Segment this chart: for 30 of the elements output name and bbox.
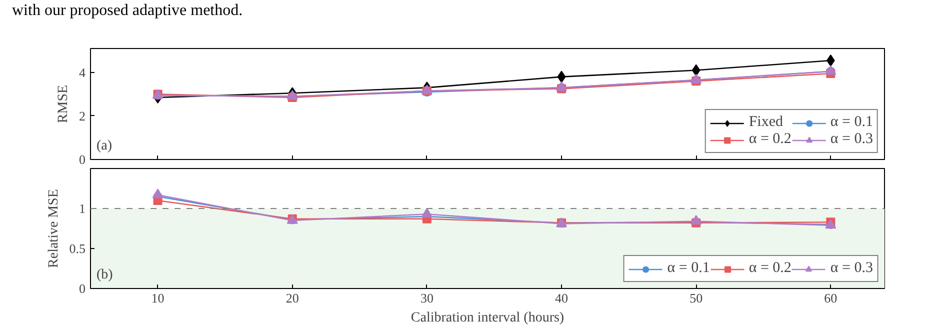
- legend-label: α = 0.2: [748, 260, 792, 277]
- annotation: (a): [96, 138, 112, 154]
- x-tick-label: 10: [151, 290, 164, 306]
- y-tick-label: 1: [79, 201, 86, 216]
- legend-label: α = 0.1: [667, 260, 710, 277]
- y-axis-title: RMSE: [56, 84, 71, 124]
- y-tick-label: 0.5: [69, 241, 86, 256]
- x-tick-label: 40: [555, 290, 568, 306]
- x-tick-label: 30: [420, 290, 434, 306]
- legend-label: α = 0.3: [830, 131, 873, 148]
- legend-label: Fixed: [748, 114, 784, 131]
- x-tick-label: 50: [690, 290, 703, 306]
- y-axis-title: Relative MSE: [46, 189, 62, 268]
- y-tick-label: 0: [79, 281, 86, 296]
- y-tick-label: 4: [79, 64, 86, 80]
- legend-label: α = 0.3: [830, 260, 873, 277]
- point: [557, 70, 566, 83]
- y-tick-label: 0: [79, 152, 86, 167]
- y-tick-label: 2: [79, 108, 86, 124]
- x-tick-label: 60: [824, 290, 838, 306]
- point: [421, 208, 432, 218]
- point: [152, 188, 164, 198]
- annotation: (b): [96, 268, 114, 282]
- x-tick-label: 20: [286, 290, 299, 306]
- legend-label: α = 0.1: [830, 114, 873, 131]
- point: [692, 64, 700, 76]
- point: [690, 215, 702, 225]
- x-axis-title: Calibration interval (hours): [410, 310, 564, 326]
- text: with our proposed adaptive method.: [12, 1, 243, 21]
- legend-label: α = 0.2: [748, 131, 792, 148]
